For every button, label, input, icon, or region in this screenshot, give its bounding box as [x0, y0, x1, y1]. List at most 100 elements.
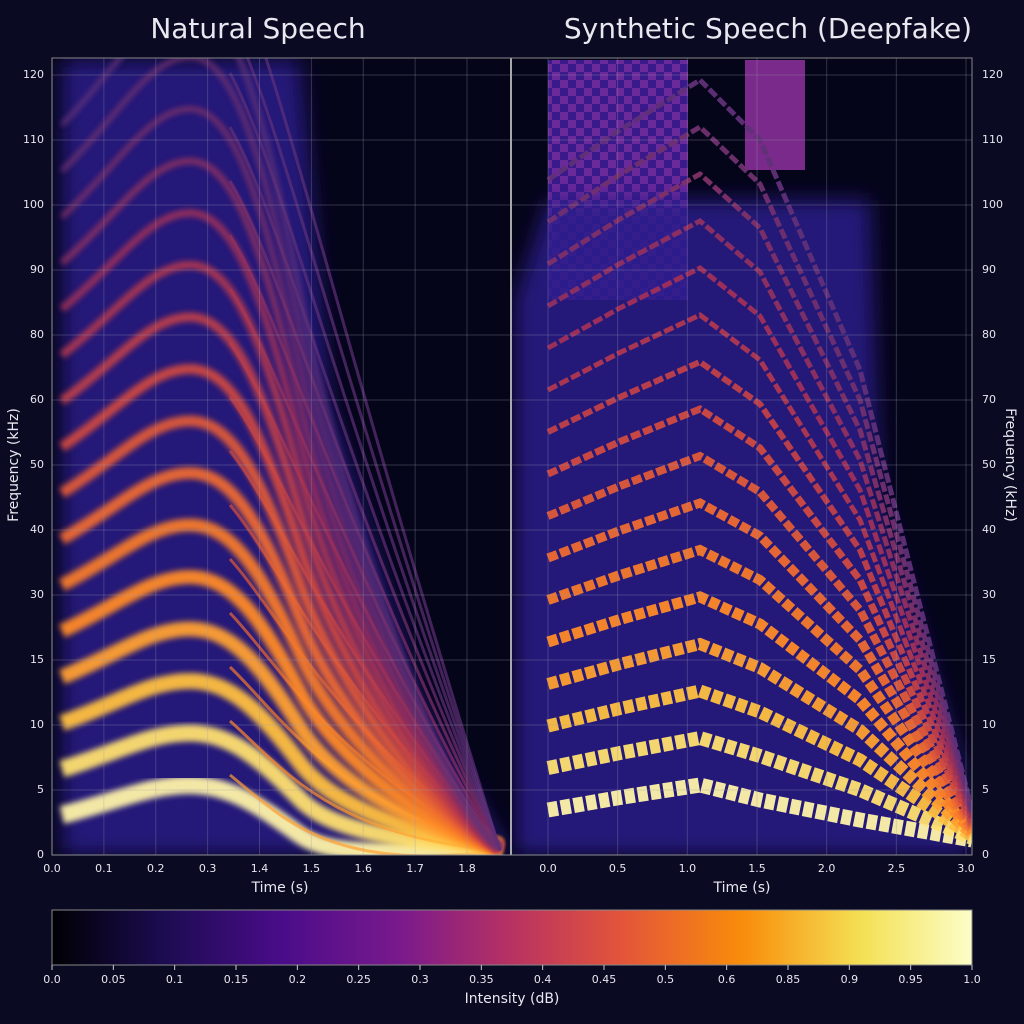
x-tick-label: 1.8	[458, 862, 476, 875]
harmonic	[228, 180, 502, 851]
colorbar-label: Intensity (dB)	[465, 991, 560, 1007]
x-tick-label: 0.0	[43, 862, 61, 875]
harmonic	[60, 106, 502, 851]
y-tick-label: 120	[982, 68, 1003, 81]
harmonic	[59, 672, 502, 855]
frame	[51, 57, 973, 856]
harmonic	[546, 405, 972, 826]
harmonic	[60, 58, 502, 850]
colorbar-tick-label: 0.35	[469, 973, 494, 986]
harmonic	[228, 72, 502, 851]
harmonic	[264, 58, 502, 851]
y-tick-label: 80	[982, 328, 996, 341]
harmonic	[546, 591, 972, 836]
colorbar-tick-label: 0.4	[534, 973, 552, 986]
harmonic	[59, 312, 503, 853]
harmonic	[59, 415, 503, 854]
harmonic	[546, 777, 972, 848]
colorbar-tick-label: 0.25	[346, 973, 371, 986]
colorbar-tick-label: 0.85	[776, 973, 801, 986]
harmonic	[546, 637, 972, 839]
harmonic	[229, 773, 501, 855]
y-tick-label: 15	[982, 653, 996, 666]
y-tick-label: 110	[23, 133, 44, 146]
y-tick-label: 0	[982, 848, 989, 861]
y-tick-label: 5	[982, 783, 989, 796]
harmonic	[546, 451, 972, 828]
colorbar-tick-label: 0.1	[166, 973, 184, 986]
harmonic	[60, 157, 502, 851]
harmonic	[546, 312, 972, 821]
x-tick-label: 0.5	[609, 862, 627, 875]
harmonic	[546, 684, 972, 842]
y-tick-label: 30	[30, 588, 44, 601]
colorbar-tick-label: 0.95	[898, 973, 923, 986]
x-tick-label: 0.0	[539, 862, 557, 875]
harmonic	[546, 730, 972, 845]
y-tick-label: 90	[982, 263, 996, 276]
harmonic	[59, 363, 503, 853]
x-tick-label: 1.7	[406, 862, 424, 875]
colorbar-tick-label: 0.6	[718, 973, 736, 986]
y-axis-label: Frequency (kHz)	[6, 408, 22, 522]
harmonic	[546, 170, 972, 815]
harmonic	[59, 466, 503, 854]
harmonic	[546, 217, 972, 817]
colorbar-tick-label: 0.05	[101, 973, 126, 986]
x-axis-label: Time (s)	[251, 880, 309, 896]
harmonic	[546, 123, 972, 813]
y-tick-label: 110	[982, 133, 1003, 146]
x-tick-label: 0.2	[147, 862, 165, 875]
harmonic	[60, 58, 502, 850]
colorbar-tick-label: 0.3	[411, 973, 429, 986]
spectrogram-left	[59, 58, 510, 855]
x-tick-label: 1.5	[748, 862, 766, 875]
harmonic	[228, 126, 502, 851]
harmonic	[546, 265, 972, 819]
y-tick-label: 90	[30, 263, 44, 276]
artifact-block	[745, 60, 805, 170]
y-tick-label: 5	[37, 783, 44, 796]
colorbar-tick-label: 0.0	[43, 973, 61, 986]
colorbar-tick-label: 0.9	[841, 973, 859, 986]
harmonic	[59, 260, 503, 852]
y-tick-label: 120	[23, 68, 44, 81]
chart-title: Natural Speech	[150, 12, 365, 45]
harmonic	[59, 209, 502, 851]
y-tick-label: 10	[982, 718, 996, 731]
y-tick-label: 10	[30, 718, 44, 731]
harmonic	[546, 76, 972, 811]
y-tick-label: 0	[37, 848, 44, 861]
x-axis-label: Time (s)	[713, 880, 771, 896]
y-tick-label: 60	[30, 393, 44, 406]
y-tick-label: 15	[30, 653, 44, 666]
harmonic	[59, 569, 502, 855]
y-tick-label: 100	[982, 198, 1003, 211]
x-tick-label: 0.1	[95, 862, 113, 875]
x-tick-label: 0.3	[199, 862, 217, 875]
y-tick-label: 30	[982, 588, 996, 601]
x-tick-label: 3.0	[957, 862, 975, 875]
y-tick-label: 40	[30, 523, 44, 536]
harmonic	[546, 358, 972, 824]
x-tick-label: 1.4	[251, 862, 269, 875]
x-tick-label: 1.5	[303, 862, 321, 875]
chart-title: Synthetic Speech (Deepfake)	[564, 12, 972, 45]
colorbar-tick-label: 0.5	[657, 973, 675, 986]
colorbar-tick-label: 1.0	[963, 973, 981, 986]
x-tick-label: 1.0	[679, 862, 697, 875]
y-tick-label: 50	[982, 458, 996, 471]
harmonic	[59, 518, 502, 855]
x-tick-label: 2.0	[818, 862, 836, 875]
colorbar-tick-label: 0.15	[224, 973, 249, 986]
harmonic	[546, 498, 972, 831]
spectrogram-right	[515, 60, 972, 855]
y-tick-label: 80	[30, 328, 44, 341]
harmonic	[546, 544, 972, 833]
colorbar-tick-label: 0.45	[592, 973, 617, 986]
harmonic	[59, 621, 502, 855]
y-tick-label: 100	[23, 198, 44, 211]
colorbar	[51, 909, 973, 966]
harmonic	[59, 775, 501, 855]
